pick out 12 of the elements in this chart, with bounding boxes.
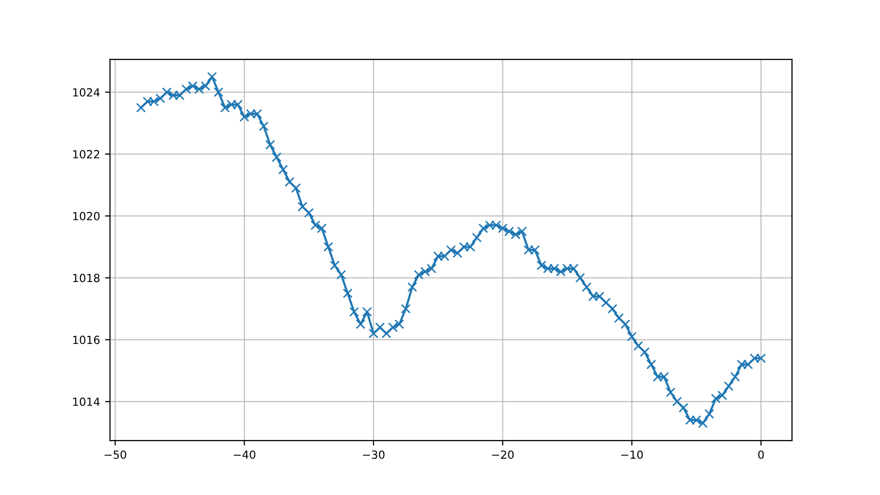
y-tick-label: 1018: [73, 274, 100, 282]
y-tick-label: 1014: [73, 398, 100, 406]
x-tick-label: −30: [362, 450, 384, 459]
y-tick-label: 1024: [73, 88, 100, 97]
y-tick-label: 1016: [73, 336, 100, 344]
x-tick-label: −50: [104, 450, 126, 459]
x-tick-label: 0: [758, 450, 764, 459]
y-tick-label: 1020: [73, 212, 100, 220]
x-tick-label: −40: [234, 450, 256, 459]
y-tick-label: 1022: [73, 150, 100, 158]
x-tick-label: −10: [621, 450, 643, 459]
x-tick-label: −20: [492, 450, 514, 459]
